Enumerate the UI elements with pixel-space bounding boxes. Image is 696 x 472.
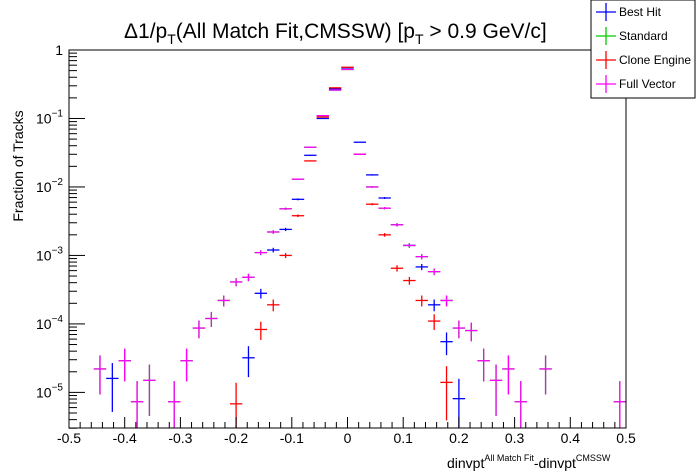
data-point xyxy=(304,160,317,162)
y-tick-label: 10−5 xyxy=(36,382,63,400)
data-point xyxy=(130,381,144,428)
data-point xyxy=(118,348,131,382)
data-point xyxy=(205,311,218,327)
data-point xyxy=(304,154,317,156)
legend-label: Clone Engine xyxy=(619,53,691,67)
x-tick-label: 0.3 xyxy=(505,430,525,446)
y-tick-label: 1 xyxy=(55,42,63,58)
legend-entry: Full Vector xyxy=(596,75,676,93)
x-tick-label: 0.4 xyxy=(561,430,581,446)
data-point xyxy=(93,355,107,395)
y-axis-title: Fraction of Tracks xyxy=(10,110,26,221)
legend-entry: Best Hit xyxy=(596,3,662,21)
data-point xyxy=(415,254,428,260)
data-point xyxy=(502,355,515,395)
data-point xyxy=(279,227,292,232)
y-tick-label: 10−3 xyxy=(36,245,63,263)
data-point xyxy=(353,153,367,155)
y-tick-label: 10−2 xyxy=(36,177,63,195)
data-point xyxy=(440,366,453,421)
data-point xyxy=(106,363,119,412)
data-point xyxy=(378,197,391,199)
data-point xyxy=(267,247,280,253)
x-axis-title: dinvptAll Match Fit-dinvptCMSSW xyxy=(447,453,611,471)
data-point xyxy=(353,141,367,143)
data-point xyxy=(279,252,292,259)
data-point xyxy=(254,321,268,340)
x-tick-label: -0.5 xyxy=(57,430,81,446)
data-point xyxy=(180,348,193,382)
data-point xyxy=(366,203,379,206)
legend-entry: Standard xyxy=(596,27,668,45)
data-point xyxy=(378,233,391,237)
x-tick-label: -0.4 xyxy=(113,430,137,446)
data-point xyxy=(477,348,490,382)
legend: Best Hit Standard Clone Engine Full Vector xyxy=(590,0,696,99)
data-point xyxy=(539,355,552,395)
data-point xyxy=(242,273,255,282)
data-point xyxy=(403,243,416,248)
data-point xyxy=(291,214,305,218)
data-point xyxy=(452,320,466,339)
plot-area xyxy=(93,66,627,428)
series-best-hit xyxy=(106,67,466,428)
x-tick-label: 0.1 xyxy=(393,430,413,446)
x-tick-label: 0.2 xyxy=(449,430,469,446)
x-tick-label: -0.1 xyxy=(280,430,304,446)
data-point xyxy=(366,186,379,188)
series-full-vector xyxy=(93,68,627,428)
data-point xyxy=(267,230,280,234)
data-point xyxy=(267,299,280,312)
plot-frame xyxy=(68,49,627,429)
x-tick-label: 0 xyxy=(344,430,352,446)
data-point xyxy=(291,178,305,180)
data-point xyxy=(489,364,503,416)
data-point xyxy=(427,299,441,312)
x-tick-label: 0.5 xyxy=(616,430,636,446)
data-point xyxy=(403,276,416,285)
legend-entry: Clone Engine xyxy=(596,51,691,69)
data-point xyxy=(378,207,391,210)
data-point xyxy=(415,263,428,271)
data-point xyxy=(143,364,156,416)
data-point xyxy=(465,322,478,342)
data-point xyxy=(229,278,243,287)
data-point xyxy=(291,198,305,201)
legend-box xyxy=(590,0,696,99)
x-tick-label: -0.3 xyxy=(168,430,192,446)
y-tick-label: 10−1 xyxy=(36,108,63,126)
data-point xyxy=(415,295,428,307)
data-point xyxy=(390,265,404,272)
data-point xyxy=(390,223,404,227)
data-point xyxy=(440,295,453,307)
y-tick-label: 10−4 xyxy=(36,314,63,332)
data-point xyxy=(613,381,627,428)
legend-label: Best Hit xyxy=(619,5,662,19)
data-point xyxy=(316,117,329,120)
data-point xyxy=(427,314,441,330)
data-point xyxy=(279,207,292,210)
axes: -0.5 -0.4 -0.3 -0.2 -0.1 0 0.1 0.2 0.3 0.4 0.5 1 10−… xyxy=(36,42,636,446)
data-point xyxy=(168,381,181,428)
chart-title: Δ1/pT(All Match Fit,CMSSW) [pT > 0.9 GeV… xyxy=(124,20,547,47)
data-point xyxy=(304,146,317,148)
data-point xyxy=(427,268,441,276)
data-point xyxy=(192,320,206,339)
legend-label: Full Vector xyxy=(619,77,676,91)
data-point xyxy=(366,174,379,176)
data-point xyxy=(440,332,453,356)
series-clone-engine xyxy=(229,66,453,428)
x-tick-label: -0.2 xyxy=(224,430,248,446)
data-point xyxy=(242,346,255,378)
data-point xyxy=(217,295,230,307)
data-point xyxy=(254,250,268,256)
data-point xyxy=(254,288,268,299)
data-point xyxy=(514,381,527,428)
legend-label: Standard xyxy=(619,29,668,43)
